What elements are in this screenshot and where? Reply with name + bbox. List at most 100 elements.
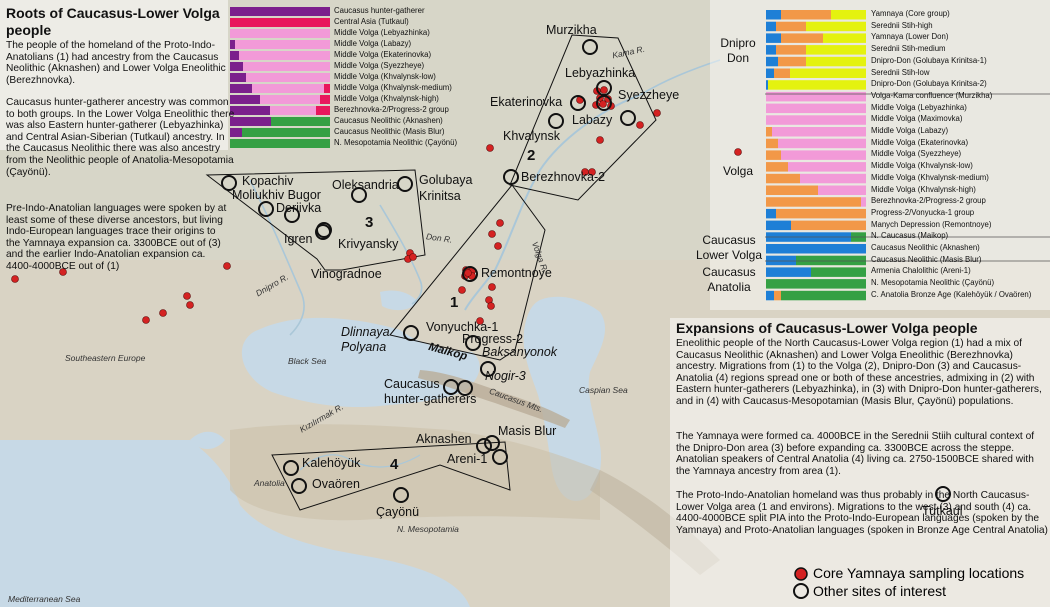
- right-chart-bar-5-seg-0: [766, 68, 774, 78]
- site-vonyuchka: Vonyuchka-1: [426, 320, 499, 334]
- right-chart-bar-3-seg-0: [766, 45, 776, 55]
- right-chart-bar-15-seg-1: [818, 185, 866, 195]
- geo-caspian-sea: Caspian Sea: [579, 385, 628, 395]
- left-chart-bar-9-seg-0: [230, 106, 270, 115]
- left-chart-bar-0-seg-0: [230, 7, 330, 16]
- right-chart-bar-4-seg-0: [766, 56, 778, 67]
- right-chart-bar-9-seg-0: [766, 115, 866, 125]
- right-chart-label-15: Middle Volga (Khvalynsk-high): [871, 184, 976, 194]
- right-chart-bar-21-seg-0: [766, 255, 796, 266]
- site-tutkaul: Tutkaul: [922, 504, 963, 518]
- right-admixture-chart: [766, 10, 866, 301]
- region-4-polygon: [271, 441, 511, 511]
- right-chart-bar-0-seg-2: [831, 10, 866, 20]
- left-chart-bar-11-seg-1: [242, 128, 330, 137]
- site-golubaya: Golubaya: [419, 173, 473, 187]
- left-chart-bar-10-seg-1: [271, 117, 330, 126]
- right-chart-bar-10-seg-1: [772, 127, 866, 137]
- right-chart-label-0: Yamnaya (Core group): [871, 9, 950, 18]
- left-chart-label-10: Caucasus Neolithic (Aknashen): [334, 116, 443, 125]
- right-panel-paragraph-2: The Yamnaya were formed ca. 4000BCE in t…: [676, 431, 1035, 477]
- geo-black-sea: Black Sea: [288, 356, 327, 366]
- site-vinogradnoe: Vinogradnoe: [311, 267, 382, 281]
- site-krinitsa: Krinitsa: [419, 189, 461, 203]
- site-ekaterinovka: Ekaterinovka: [490, 95, 563, 109]
- site-labazy: Labazy: [572, 113, 613, 127]
- left-chart-label-9: Berezhnovka-2/Progress-2 group: [334, 105, 449, 114]
- legend-core-dot: [794, 567, 808, 581]
- right-chart-bar-24-seg-1: [774, 290, 781, 301]
- left-panel-paragraph-2: Caucasus hunter-gatherer ancestry was co…: [6, 97, 235, 178]
- mediterranean-shape: [0, 440, 470, 607]
- right-panel-paragraph-3: The Proto-Indo-Anatolian homeland was th…: [676, 490, 1048, 536]
- geo-southeastern-europe: Southeastern Europe: [65, 353, 146, 363]
- right-chart-label-16: Berezhnovka-2/Progress-2 group: [871, 196, 986, 206]
- left-chart-bar-6-seg-1: [246, 73, 330, 82]
- geo-mediterranean: Mediterranean Sea: [8, 594, 81, 604]
- site-deriivka: Deriivka: [276, 201, 322, 215]
- right-panel-title: Expansions of Caucasus-Lower Volga peopl…: [676, 320, 978, 336]
- site-remontnoye: Remontnoye: [481, 266, 552, 280]
- site-cayonu: Çayönü: [376, 505, 420, 519]
- core-yamnaya-dots: [11, 86, 742, 325]
- right-chart-bar-22-seg-0: [766, 267, 811, 277]
- legend-other-ring: [793, 583, 809, 599]
- left-panel-paragraph-1: The people of the homeland of the Proto-…: [6, 40, 226, 86]
- right-chart-bar-4-seg-1: [778, 56, 806, 67]
- region-2-number: 2: [527, 147, 536, 164]
- site-caucasus-hg-line1: Caucasus: [384, 377, 440, 391]
- left-chart-label-4: Middle Volga (Ekaterinovka): [334, 50, 432, 59]
- right-chart-bar-3-seg-2: [806, 45, 866, 55]
- right-chart-bar-2-seg-1: [781, 33, 823, 43]
- black-sea-shape: [241, 317, 480, 408]
- right-chart-bar-14-seg-0: [766, 173, 800, 184]
- left-chart-bar-5-seg-1: [243, 62, 330, 71]
- right-chart-bar-1-seg-0: [766, 21, 776, 32]
- site-dlinnaya: Dlinnaya: [341, 325, 390, 339]
- right-chart-bar-11-seg-0: [766, 138, 778, 149]
- right-chart-label-7: Volga-Kama confluence (Murzikha): [871, 90, 993, 100]
- right-chart-bar-18-seg-0: [766, 220, 791, 231]
- right-chart-label-22: Armenia Chalolithic (Areni-1): [871, 266, 971, 276]
- left-chart-label-12: N. Mesopotamia Neolithic (Çayönü): [334, 138, 458, 147]
- left-chart-bar-3-seg-0: [230, 40, 235, 49]
- left-chart-bar-6-seg-0: [230, 73, 246, 82]
- left-panel-paragraph-3: Pre-Indo-Anatolian languages were spoken…: [6, 203, 227, 272]
- left-chart-bar-8-seg-1: [260, 95, 320, 104]
- right-chart-label-9: Middle Volga (Maximovka): [871, 114, 963, 124]
- site-nogir: Nogir-3: [485, 369, 526, 383]
- right-chart-bar-16-seg-1: [861, 197, 866, 207]
- left-chart-bar-5-seg-0: [230, 62, 243, 71]
- right-panel-paragraph-1: Eneolithic people of the North Caucasus-…: [676, 338, 1042, 407]
- site-moliukhiv: Moliukhiv Bugor: [232, 188, 321, 202]
- region-1-polygon: [389, 184, 546, 361]
- right-chart-label-18: Manych Depression (Remontnoye): [871, 219, 992, 229]
- site-igren: Igren: [284, 232, 313, 246]
- right-chart-bar-15-seg-0: [766, 185, 818, 195]
- right-chart-bar-1-seg-1: [776, 21, 806, 32]
- left-chart-bar-4-seg-1: [239, 51, 330, 60]
- right-chart-label-23: N. Mesopotamia Neolithic (Çayönü): [871, 278, 995, 288]
- right-chart-label-13: Middle Volga (Khvalynsk-low): [871, 161, 973, 171]
- right-chart-label-5: Serednii Stih-low: [871, 67, 930, 77]
- right-chart-label-11: Middle Volga (Ekaterinovka): [871, 137, 969, 147]
- right-chart-bar-1-seg-2: [806, 21, 866, 32]
- right-chart-bar-8-seg-0: [766, 103, 866, 114]
- left-chart-label-0: Caucasus hunter-gatherer: [334, 6, 425, 15]
- left-chart-bar-11-seg-0: [230, 128, 242, 137]
- legend-core-label: Core Yamnaya sampling locations: [813, 565, 1025, 581]
- left-chart-bar-7-seg-1: [252, 84, 324, 93]
- site-aknashen: Aknashen: [416, 432, 472, 446]
- region-1-number: 1: [450, 294, 459, 311]
- right-chart-bar-2-seg-0: [766, 33, 781, 43]
- left-panel-title: Roots of Caucasus-Lower Volga people: [6, 5, 220, 38]
- right-chart-label-10: Middle Volga (Labazy): [871, 126, 949, 135]
- group-label-caucasus-lower-volga: Caucasus Lower Volga: [695, 233, 763, 262]
- right-chart-label-20: Caucasus Neolithic (Aknashen): [871, 243, 980, 252]
- other-site-rings: [221, 39, 951, 503]
- right-chart-label-8: Middle Volga (Lebyazhinka): [871, 102, 967, 112]
- right-chart-label-24: C. Anatolia Bronze Age (Kalehöyük / Ovaö…: [871, 289, 1032, 299]
- site-kalehoyuk: Kalehöyük: [302, 456, 361, 470]
- left-chart-label-1: Central Asia (Tutkaul): [334, 17, 409, 26]
